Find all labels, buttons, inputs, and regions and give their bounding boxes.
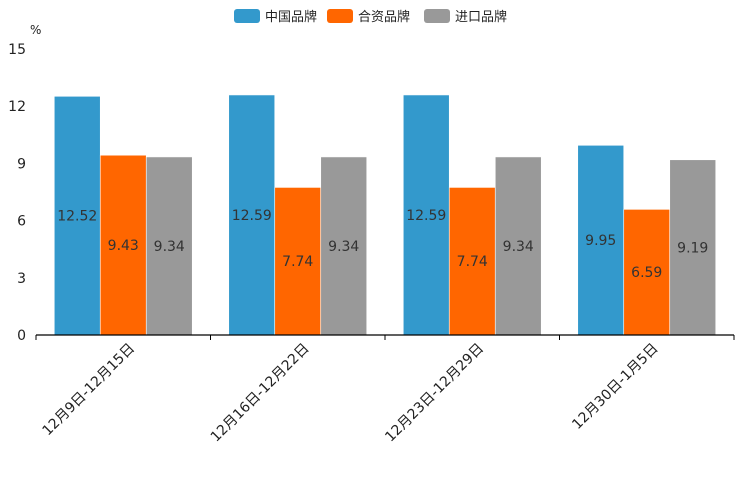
- data-label: 9.34: [154, 239, 185, 255]
- data-label: 9.34: [328, 239, 359, 255]
- legend-label: 中国品牌: [265, 9, 317, 25]
- y-tick-label: 12: [8, 99, 26, 115]
- bar: [228, 94, 276, 336]
- legend-swatch: [327, 9, 353, 23]
- data-label: 9.19: [677, 240, 708, 256]
- data-label: 12.52: [57, 209, 97, 225]
- y-axis: 0 3 6 9 12 15: [8, 42, 26, 344]
- x-tick-label: 12月30日-1月5日: [569, 341, 661, 433]
- data-labels: 12.52 9.43 9.34 12.59 7.74 9.34 12.59 7.74 9.34 9…: [57, 208, 708, 281]
- y-tick-label: 0: [17, 328, 26, 344]
- data-label: 12.59: [232, 208, 272, 224]
- legend: 中国品牌 合资品牌 进口品牌: [234, 9, 507, 25]
- bar: [99, 154, 147, 336]
- bar: [577, 144, 625, 336]
- x-axis: 12月9日-12月15日 12月16日-12月22日 12月23日-12月29日 12…: [35, 334, 735, 446]
- bar: [53, 95, 101, 336]
- legend-label: 进口品牌: [455, 9, 507, 25]
- data-label: 9.95: [585, 233, 616, 249]
- data-label: 7.74: [457, 254, 488, 270]
- y-tick-label: 3: [17, 271, 26, 287]
- x-tick-label: 12月9日-12月15日: [40, 341, 139, 440]
- y-tick-label: 6: [17, 214, 26, 230]
- legend-label: 合资品牌: [358, 9, 410, 25]
- data-label: 6.59: [631, 265, 662, 281]
- bar: [145, 156, 193, 336]
- bar: [274, 187, 322, 336]
- data-label: 12.59: [406, 208, 446, 224]
- data-label: 9.43: [108, 238, 139, 254]
- x-tick-label: 12月16日-12月22日: [208, 341, 313, 446]
- y-axis-unit-label: %: [30, 23, 41, 37]
- y-tick-label: 15: [8, 42, 26, 58]
- bar: [448, 187, 496, 336]
- bar: [320, 156, 368, 336]
- bar: [669, 159, 717, 336]
- legend-swatch: [234, 9, 260, 23]
- y-tick-label: 9: [17, 156, 26, 172]
- bars: [53, 94, 717, 336]
- legend-swatch: [424, 9, 450, 23]
- x-tick-label: 12月23日-12月29日: [382, 341, 487, 446]
- data-label: 9.34: [503, 239, 534, 255]
- data-label: 7.74: [282, 254, 313, 270]
